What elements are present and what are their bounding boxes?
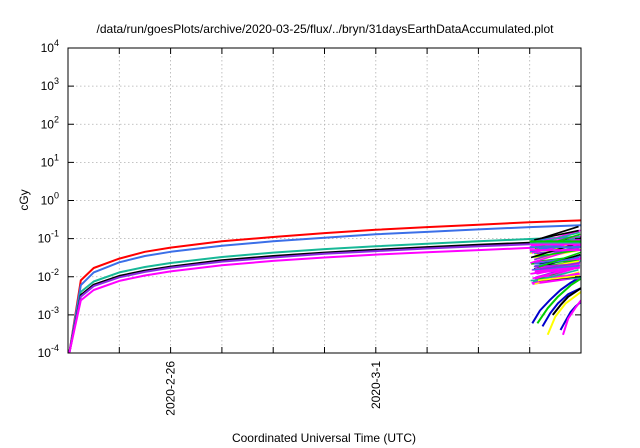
y-tick-label: 10-1 bbox=[38, 229, 59, 246]
series-line-5 bbox=[68, 241, 581, 353]
chart-title: /data/run/goesPlots/archive/2020-03-25/f… bbox=[97, 22, 555, 36]
spike-trace bbox=[537, 262, 580, 275]
spike-trace bbox=[539, 261, 581, 270]
x-axis-label: Coordinated Universal Time (UTC) bbox=[232, 431, 416, 445]
y-tick-label: 103 bbox=[41, 76, 59, 93]
series-line-6 bbox=[68, 245, 581, 353]
series-line-3 bbox=[68, 236, 581, 353]
y-tick-label: 101 bbox=[41, 152, 59, 169]
x-tick-label: 2020-3-1 bbox=[369, 361, 383, 409]
series-line-13 bbox=[552, 287, 581, 316]
y-axis-label: cGy bbox=[17, 189, 31, 210]
y-tick-label: 10-2 bbox=[38, 267, 59, 284]
series-line-12 bbox=[562, 299, 581, 336]
spike-trace bbox=[532, 266, 581, 280]
series-line-2 bbox=[68, 224, 581, 353]
y-tick-label: 10-4 bbox=[38, 343, 59, 360]
y-tick-label: 102 bbox=[41, 114, 59, 131]
series-line-11 bbox=[546, 291, 581, 336]
y-tick-label: 10-3 bbox=[38, 305, 59, 322]
series-line-1 bbox=[68, 219, 581, 353]
spike-trace bbox=[537, 274, 580, 282]
series-layer bbox=[68, 219, 581, 353]
spike-trace bbox=[538, 251, 581, 268]
series-line-4 bbox=[68, 239, 581, 353]
series-line-7 bbox=[531, 275, 581, 324]
series-line-8 bbox=[541, 287, 581, 327]
series-line-10 bbox=[536, 277, 581, 324]
x-axis: 2020-2-26 2020-3-1 bbox=[118, 48, 531, 416]
x-tick-label: 2020-2-26 bbox=[164, 361, 178, 416]
grid bbox=[68, 48, 581, 353]
spike-cluster bbox=[529, 225, 581, 285]
y-tick-label: 100 bbox=[41, 191, 59, 208]
spike-trace bbox=[534, 256, 580, 267]
y-tick-label: 104 bbox=[41, 38, 59, 55]
spike-trace bbox=[534, 229, 579, 241]
